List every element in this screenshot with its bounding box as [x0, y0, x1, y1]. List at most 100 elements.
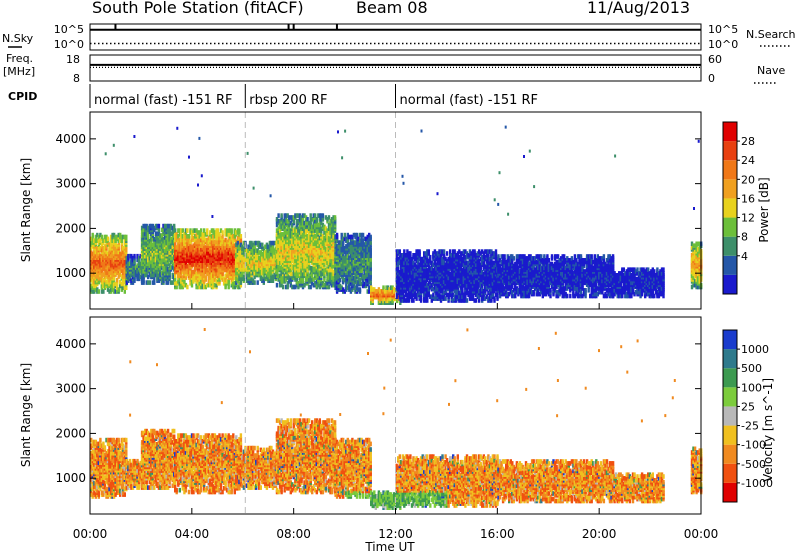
range-gate-cell [358, 264, 362, 270]
range-gate-cell [283, 239, 286, 245]
range-gate-cell [196, 230, 200, 235]
range-gate-cell [219, 273, 223, 279]
range-gate-cell [403, 260, 406, 266]
range-gate-cell [216, 271, 220, 277]
range-gate-cell [153, 270, 156, 276]
range-gate-cell [212, 284, 215, 290]
range-gate-cell [93, 238, 96, 243]
range-gate-cell [318, 282, 321, 288]
range-gate-cell [369, 246, 372, 251]
range-gate-cell [169, 255, 173, 261]
range-gate-cell [106, 251, 110, 257]
range-gate-cell [213, 230, 217, 235]
range-gate-cell [171, 272, 174, 278]
cpid-segment-label: normal (fast) -151 RF [94, 93, 233, 108]
range-gate-cell [137, 255, 141, 261]
range-gate-cell [117, 238, 120, 243]
range-gate-cell [358, 277, 362, 283]
range-gate-cell [432, 286, 435, 292]
range-gate-cell [111, 242, 114, 247]
range-gate-cell [193, 228, 197, 233]
range-gate-cell [358, 242, 362, 247]
range-gate-cell [282, 284, 285, 290]
range-gate-cell [244, 267, 247, 272]
range-gate-cell [348, 279, 351, 285]
range-gate-cell [212, 269, 215, 275]
strip-lines [90, 24, 701, 69]
range-gate-cell [334, 247, 337, 253]
range-gate-cell [282, 218, 285, 224]
range-gate-cell [271, 265, 275, 270]
range-gate-cell [238, 239, 241, 245]
range-gate-cell [102, 238, 105, 243]
range-gate-cell [382, 298, 385, 304]
range-gate-cell [253, 280, 256, 285]
range-gate-cell [377, 300, 381, 305]
range-gate-cell [186, 245, 189, 250]
range-gate-cell [383, 289, 387, 294]
range-gate-cell [317, 213, 320, 218]
range-gate-cell [256, 248, 259, 253]
range-gate-cell [114, 249, 117, 255]
range-gate-cell [105, 244, 108, 249]
range-gate-cell [204, 269, 207, 275]
range-gate-cell [117, 232, 120, 238]
range-gate-cell [278, 282, 282, 288]
range-gate-cell [355, 272, 359, 277]
range-gate-cell [112, 232, 116, 238]
range-gate-cell [181, 275, 184, 280]
range-gate-cell [400, 298, 403, 303]
range-gate-cell [395, 256, 398, 262]
range-gate-cell [151, 223, 154, 229]
range-gate-cell [292, 215, 295, 220]
range-gate-cell [251, 270, 255, 276]
range-gate-cell [397, 256, 400, 262]
range-gate-cell [262, 246, 265, 251]
range-gate-cell [409, 251, 412, 256]
range-gate-cell [282, 224, 285, 230]
range-gate-cell [303, 213, 306, 218]
range-gate-cell [361, 242, 365, 247]
range-gate-cell [294, 213, 297, 218]
range-gate-cell [312, 217, 315, 222]
range-gate-cell [236, 270, 239, 276]
range-gate-cell [329, 275, 332, 280]
range-gate-cell [165, 270, 168, 276]
range-gate-cell [109, 242, 113, 247]
range-gate-cell [154, 257, 158, 263]
range-gate-cell [285, 217, 288, 222]
range-gate-cell [151, 280, 154, 285]
range-gate-cell [186, 234, 189, 239]
range-gate-cell [400, 290, 403, 296]
range-gate-cell [209, 230, 212, 235]
range-gate-cell [398, 270, 401, 275]
range-gate-cell [363, 236, 366, 242]
range-gate-cell [291, 222, 294, 228]
nsky-label: N.Sky [2, 32, 34, 45]
range-gate-cell [238, 284, 241, 290]
range-gate-cell [277, 273, 280, 279]
nave-label: Nave [757, 64, 785, 77]
range-gate-cell [103, 244, 107, 249]
range-gate-cell [156, 270, 159, 276]
range-gate-cell [178, 243, 181, 248]
range-gate-cell [360, 281, 363, 287]
range-gate-cell [192, 269, 195, 275]
range-gate-cell [187, 239, 191, 245]
range-gate-cell [397, 249, 400, 254]
range-gate-cell [162, 278, 165, 283]
range-gate-cell [324, 281, 328, 286]
range-gate-cell [184, 228, 188, 233]
range-gate-cell [227, 265, 230, 271]
range-gate-cell [210, 234, 214, 239]
range-gate-cell [329, 245, 332, 250]
range-gate-cell [295, 234, 299, 239]
range-gate-cell [391, 285, 394, 290]
range-gate-cell [258, 250, 261, 255]
range-gate-cell [343, 277, 346, 283]
range-gate-cell [255, 248, 258, 253]
range-gate-cell [134, 265, 138, 270]
range-gate-cell [259, 276, 262, 282]
range-gate-cell [360, 264, 363, 270]
range-gate-cell [148, 227, 151, 233]
